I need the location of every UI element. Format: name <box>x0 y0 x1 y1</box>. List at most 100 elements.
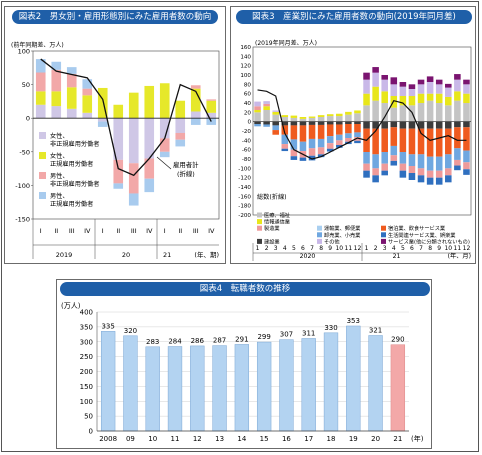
fig2-bar-seg-1 <box>35 91 46 105</box>
fig3-bar-pos-seg <box>435 93 443 103</box>
fig3-bar-pos-seg <box>381 75 388 80</box>
fig4-xtick-label: 20 <box>371 435 380 443</box>
fig3-ytick-label: -160 <box>238 194 251 200</box>
fig3-bar-neg-seg <box>281 125 289 135</box>
fig2-ytick-label: -100 <box>15 182 30 190</box>
fig2-bar-seg-3 <box>82 79 93 89</box>
fig3-header: 図表3 産業別にみた雇用者数の動向(2019年同月差) <box>236 10 472 24</box>
fig2-xtick-label: I <box>164 227 166 235</box>
fig3-legend-label: 建設業 <box>264 237 280 245</box>
fig2-ytick-label: -150 <box>15 216 30 224</box>
fig3-bar-pos-seg <box>381 103 388 122</box>
fig4-xtick-label: 11 <box>171 435 180 443</box>
fig3-bar-pos-seg <box>408 84 416 89</box>
fig3-legend-swatch <box>381 238 386 244</box>
fig2-bar-seg-2 <box>35 72 46 92</box>
fig3-bar-neg-seg <box>445 154 452 169</box>
fig3-bar-pos-seg <box>326 116 334 122</box>
fig3-bar-neg-seg <box>435 177 443 185</box>
fig2-xtick-label: II <box>178 227 182 235</box>
fig3-ytick-label: 20 <box>244 110 252 116</box>
fig3-bar-pos-seg <box>254 110 261 113</box>
fig3-bar-neg-seg <box>263 121 270 125</box>
fig4-ytick-label: 0 <box>89 428 93 436</box>
fig3-bar-neg-seg <box>445 175 452 183</box>
fig4-bar <box>279 339 294 432</box>
fig4-bar-value: 291 <box>235 335 248 343</box>
fig3-bar-neg-seg <box>317 121 325 125</box>
fig3-xtick-label: 4 <box>283 245 287 252</box>
fig3-bar-pos-seg <box>363 93 370 106</box>
fig2-ytick-label: 0 <box>26 115 30 123</box>
fig2-bar-seg-2 <box>82 88 93 96</box>
fig3-line-label: 総数(折線) <box>257 193 287 201</box>
fig2-bar-seg-0 <box>159 118 170 139</box>
fig3-bar-neg-seg <box>290 121 298 126</box>
fig3-bar-pos-seg <box>281 117 289 122</box>
fig3-bar-neg-seg <box>254 121 261 124</box>
fig2-ytick-label: -50 <box>19 148 30 156</box>
fig3-bar-neg-seg <box>381 163 388 171</box>
fig3-xtick-label: 3 <box>383 245 387 252</box>
fig3-axis-note: (年、月) <box>448 252 471 260</box>
fig3-bar-neg-seg <box>317 138 325 148</box>
fig3-bar-pos-seg <box>454 91 461 101</box>
fig3-xtick-label: 12 <box>354 245 362 252</box>
fig2-bar-seg-1 <box>206 100 217 113</box>
fig2-callout-line <box>156 156 172 170</box>
fig3-bar-neg-seg <box>381 170 388 176</box>
fig3-bar-pos-seg <box>254 106 261 110</box>
fig4-bar-value: 286 <box>191 337 205 345</box>
fig3-bar-pos-seg <box>426 100 434 122</box>
fig3-legend-label: その他 <box>324 237 340 245</box>
fig3-bar-pos-seg <box>272 111 279 115</box>
fig3-bar-neg-seg <box>390 145 398 156</box>
fig3-ytick-label: 160 <box>240 45 251 51</box>
fig3-bar-pos-seg <box>272 114 279 122</box>
fig2-unit-label: (前年同期差、万人) <box>11 41 64 49</box>
fig3-xtick-label: 2 <box>265 245 269 252</box>
fig4-bar-value: 353 <box>347 317 360 325</box>
fig3-bar-pos-seg <box>363 105 370 122</box>
fig4-chart: (万人) 0 50 100 150 200 250 300 350 400 335 2008 320 09… <box>61 302 424 443</box>
fig2-legend-swatch-0 <box>39 132 46 139</box>
fig3-ytick-label: 60 <box>244 92 252 98</box>
fig3-ytick-label: 140 <box>240 54 251 60</box>
fig2-year-label: 21 <box>163 251 171 259</box>
fig3-bar-neg-seg <box>426 121 434 129</box>
fig3-legend-label: サービス業(他に分類されないもの) <box>388 237 470 245</box>
fig3-plot-frame <box>252 46 472 216</box>
fig3-bar-neg-seg <box>354 121 361 124</box>
fig3-ytick-label: -40 <box>242 138 252 144</box>
fig3-bar-pos-seg <box>399 82 407 87</box>
fig4-ytick-label: 200 <box>80 368 93 376</box>
fig4-bar-value: 320 <box>124 327 137 335</box>
fig3-bar-pos-seg <box>408 96 416 106</box>
fig2-xtick-label: III <box>131 227 137 235</box>
fig3-bar-pos-seg <box>463 93 470 103</box>
fig2-year-label: 2019 <box>56 251 73 259</box>
fig3-bar-neg-seg <box>435 170 443 178</box>
fig2-bar-seg-2 <box>190 85 201 89</box>
fig3-legend-swatch <box>257 212 262 218</box>
fig3-bar-pos-seg <box>426 76 434 82</box>
fig3-xtick-label: 9 <box>328 245 332 252</box>
fig3-bar-neg-seg <box>308 121 316 125</box>
fig3-bar-pos-seg <box>435 79 443 85</box>
fig3-xtick-label: 10 <box>444 245 452 252</box>
fig4-xtick-label: 16 <box>282 435 291 443</box>
fig3-bar-pos-seg <box>363 79 370 94</box>
fig4-bar-value: 299 <box>257 333 270 341</box>
fig2-bar-seg-3 <box>35 59 46 73</box>
fig3-bar-neg-seg <box>426 170 434 178</box>
fig2-bar-seg-0 <box>35 104 46 119</box>
fig3-bar-neg-seg <box>363 163 370 171</box>
fig2-bar-seg-1 <box>175 100 186 119</box>
fig3-bar-neg-seg <box>445 128 452 155</box>
fig4-panel: 図表4 転職者数の推移 (万人) 0 50 100 150 200 250 300 350 400… <box>56 279 432 449</box>
fig3-bar-neg-seg <box>390 160 398 166</box>
fig3-ytick-label: -180 <box>238 204 251 210</box>
fig3-bar-neg-seg <box>290 125 298 140</box>
fig2-xtick-label: IV <box>208 227 215 235</box>
